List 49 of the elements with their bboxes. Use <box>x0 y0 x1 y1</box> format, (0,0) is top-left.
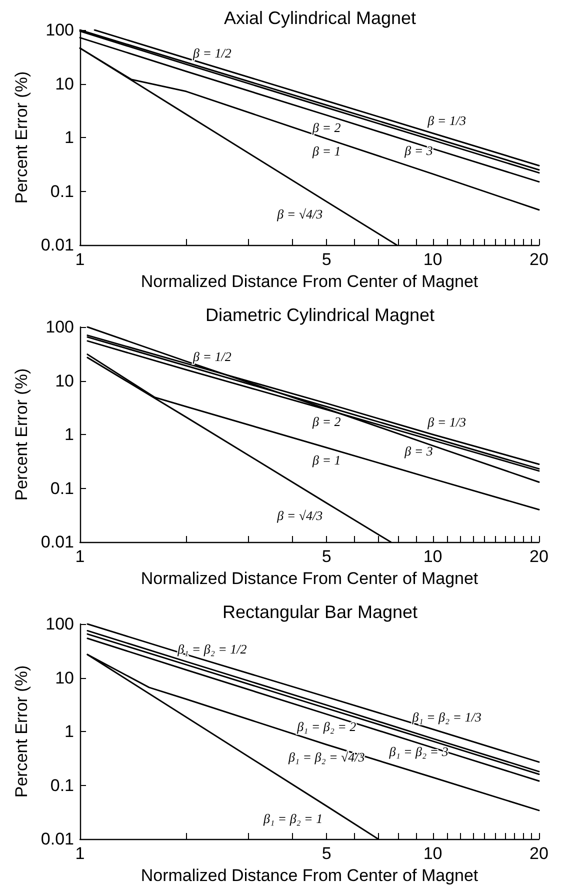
y-tick-label: 1 <box>64 425 74 444</box>
y-tick-label: 1 <box>64 128 74 147</box>
y-tick-label: 10 <box>55 74 74 94</box>
y-tick-label: 100 <box>46 614 74 634</box>
series-label: β = 1/2 <box>192 348 232 364</box>
x-tick-label: 10 <box>423 547 442 566</box>
x-axis-title: Normalized Distance From Center of Magnet <box>140 568 478 588</box>
y-axis-title: Percent Error (%) <box>12 665 32 798</box>
y-tick-label: 0.01 <box>40 532 74 552</box>
series-label: β = 3 <box>404 143 434 158</box>
y-tick-label: 0.1 <box>50 182 74 201</box>
series-label: β = 1/3 <box>426 414 466 430</box>
y-tick-label: 0.01 <box>40 236 74 254</box>
series-label: β = 2 <box>311 414 342 429</box>
x-tick-label: 20 <box>530 547 548 566</box>
x-tick-label: 20 <box>530 250 548 269</box>
y-tick-label: 0.1 <box>50 478 74 498</box>
x-axis-title: Normalized Distance From Center of Magnet <box>140 866 478 885</box>
chart-title: Rectangular Bar Magnet <box>222 602 418 622</box>
y-tick-label: 1 <box>64 722 74 741</box>
chart-title: Diametric Cylindrical Magnet <box>205 305 435 325</box>
y-tick-label: 0.1 <box>50 776 74 795</box>
y-tick-label: 100 <box>46 318 74 336</box>
series-label: β = 1 <box>311 452 341 468</box>
series-label: β = 2 <box>311 120 342 136</box>
series-label: β = 1 <box>311 144 341 159</box>
series-label: β = 1/3 <box>426 113 466 128</box>
y-tick-label: 10 <box>55 371 74 390</box>
x-tick-label: 10 <box>423 250 442 269</box>
x-tick-label: 10 <box>423 844 442 863</box>
series-label: β = 3 <box>404 443 434 458</box>
x-axis-title: Normalized Distance From Center of Magnet <box>140 272 478 291</box>
series-label: β = 1/2 <box>192 45 232 60</box>
y-tick-label: 10 <box>55 668 74 688</box>
chart-title: Axial Cylindrical Magnet <box>224 8 416 28</box>
y-tick-label: 100 <box>46 20 74 40</box>
y-axis-title: Percent Error (%) <box>12 368 32 501</box>
x-tick-label: 5 <box>322 250 332 269</box>
series-label: β = √4/3 <box>276 206 324 222</box>
series-label: β₁ = β₂ = 1/3 <box>411 709 482 724</box>
series-label: β₁ = β₂ = 1/2 <box>176 642 248 657</box>
x-tick-label: 5 <box>322 547 332 566</box>
x-tick-label: 20 <box>530 844 548 863</box>
series-label: β₁ = β₂ = 1 <box>262 811 323 826</box>
y-axis-title: Percent Error (%) <box>12 71 32 204</box>
y-tick-label: 0.01 <box>40 830 74 848</box>
series-label: β₁ = β₂ = √4/3 <box>287 750 366 765</box>
series-label: β = √4/3 <box>276 508 324 524</box>
x-tick-label: 5 <box>322 844 332 863</box>
